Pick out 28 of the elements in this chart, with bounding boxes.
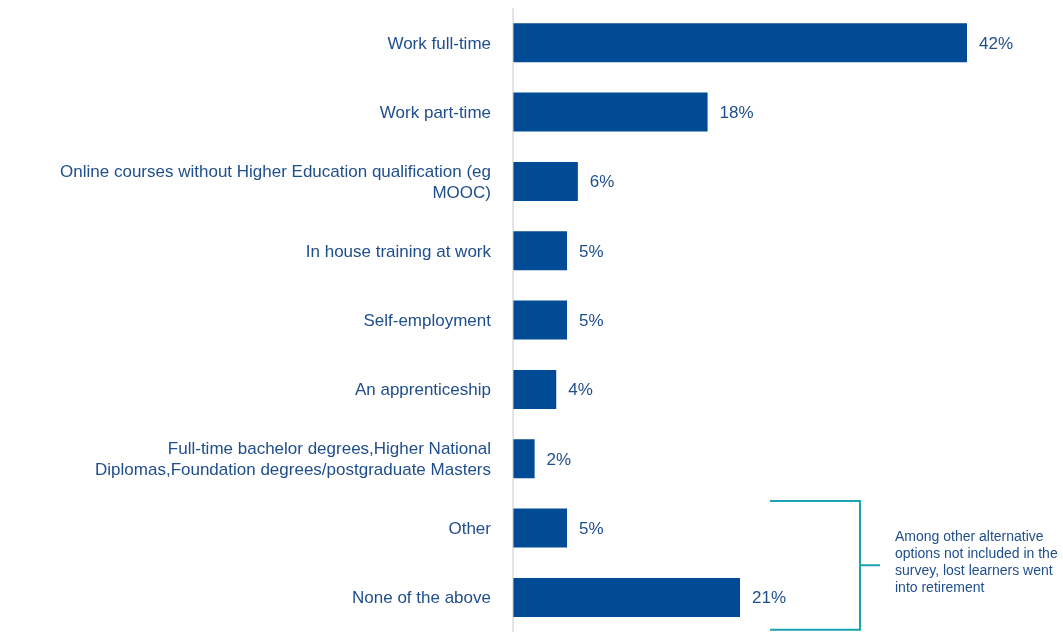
data-label: 2% xyxy=(546,449,572,469)
data-label: 42% xyxy=(979,33,1014,53)
annotation: Among other alternative options not included in the survey, lost learners went into retirement xyxy=(895,527,1059,596)
data-label: 5% xyxy=(579,311,604,331)
y-tick-label: Self-employment xyxy=(363,310,492,330)
data-label: 6% xyxy=(589,172,615,192)
y-tick-label: Work full-time xyxy=(387,33,491,53)
bar xyxy=(513,577,740,617)
data-label: 21% xyxy=(752,588,787,608)
bar xyxy=(513,369,557,409)
y-tick-label: Work part-time xyxy=(379,102,491,122)
data-label: 4% xyxy=(568,380,593,400)
y-tick-label: Other xyxy=(448,518,492,538)
bar xyxy=(513,161,578,201)
data-label: 5% xyxy=(579,241,604,261)
y-tick-label: In house training at work xyxy=(305,241,492,261)
bar xyxy=(513,300,568,340)
bar xyxy=(513,231,568,271)
bar xyxy=(513,439,535,479)
bar xyxy=(513,92,708,132)
bar xyxy=(513,508,568,548)
y-tick-label: Full-time bachelor degrees,Higher National Diplomas,Foundation degrees/postgraduate Masters xyxy=(95,438,491,479)
data-label: 5% xyxy=(579,519,604,539)
data-label: 18% xyxy=(719,103,754,123)
bar xyxy=(513,23,967,63)
y-tick-label: None of the above xyxy=(352,587,491,607)
y-tick-label: An apprenticeship xyxy=(354,379,491,399)
y-tick-label: Online courses without Higher Education qualification (eg MOOC) xyxy=(60,161,491,202)
